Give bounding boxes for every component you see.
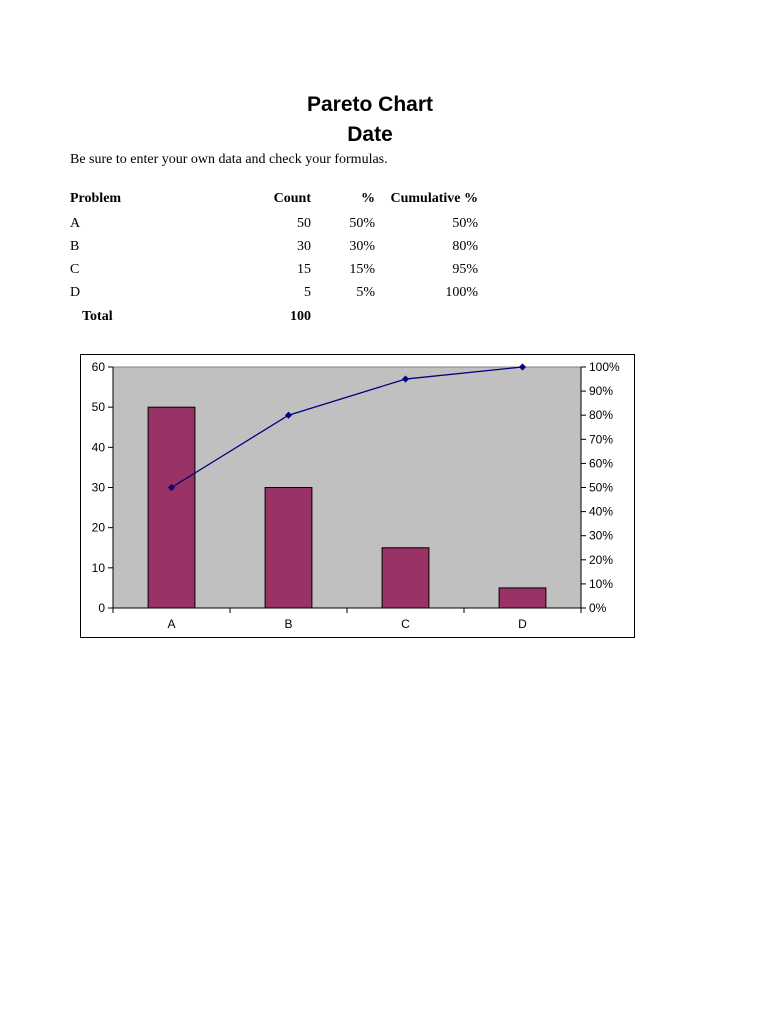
row-percent: 50% bbox=[349, 216, 375, 231]
cumulative-point-B bbox=[284, 411, 293, 419]
total-label: Total bbox=[82, 309, 113, 324]
page-subtitle: Date bbox=[347, 123, 393, 146]
header-problem: Problem bbox=[70, 191, 122, 206]
y2-tick-label: 60% bbox=[589, 456, 613, 470]
y2-tick-label: 20% bbox=[589, 553, 613, 567]
chart-svg: 0 10 20 30 40 50 60 0% 10% 20% 30% 40% 50% 60% 70% 80% 9… bbox=[80, 354, 635, 638]
y2-tick-label: 30% bbox=[589, 529, 613, 543]
instruction-note: Be sure to enter your own data and check… bbox=[70, 152, 388, 167]
row-count: 30 bbox=[297, 239, 311, 254]
x-tick-label: D bbox=[518, 617, 527, 631]
header-count: Count bbox=[273, 191, 311, 206]
header-cumulative: Cumulative % bbox=[390, 191, 479, 206]
row-cumulative: 80% bbox=[452, 239, 478, 254]
y-tick-label: 30 bbox=[92, 481, 106, 495]
y-tick-label: 50 bbox=[92, 400, 106, 414]
y2-tick-label: 80% bbox=[589, 408, 613, 422]
x-tick-label: B bbox=[284, 617, 292, 631]
total-value: 100 bbox=[290, 309, 311, 324]
cumulative-point-A bbox=[167, 483, 176, 492]
pareto-chart: 0 10 20 30 40 50 60 0% 10% 20% 30% 40% 50% 60% 70% 80% 9… bbox=[80, 354, 635, 638]
data-table: Problem Count % Cumulative % A 50 50% 50… bbox=[0, 0, 768, 330]
y2-tick-label: 10% bbox=[589, 577, 613, 591]
row-percent: 5% bbox=[356, 285, 375, 300]
row-problem: A bbox=[70, 216, 81, 231]
row-problem: C bbox=[70, 262, 80, 277]
row-problem: D bbox=[70, 285, 81, 300]
row-count: 50 bbox=[297, 216, 311, 231]
row-cumulative: 50% bbox=[452, 216, 478, 231]
bar-B bbox=[264, 487, 313, 609]
y-tick-label: 0 bbox=[98, 601, 105, 615]
bar-D bbox=[498, 587, 547, 609]
cumulative-point-D bbox=[518, 363, 527, 371]
row-count: 15 bbox=[297, 262, 311, 277]
row-count: 5 bbox=[304, 285, 311, 300]
y2-tick-label: 90% bbox=[589, 384, 613, 398]
y-tick-label: 20 bbox=[92, 521, 106, 535]
page-title: Pareto Chart bbox=[306, 93, 434, 116]
row-percent: 30% bbox=[349, 239, 375, 254]
y2-tick-label: 40% bbox=[589, 505, 613, 519]
row-problem: B bbox=[70, 239, 80, 254]
y2-tick-label: 100% bbox=[589, 360, 620, 374]
x-tick-label: C bbox=[401, 617, 410, 631]
y2-tick-label: 0% bbox=[589, 601, 607, 615]
cumulative-line bbox=[171, 366, 523, 489]
y-tick-label: 10 bbox=[92, 561, 106, 575]
y-tick-label: 40 bbox=[92, 440, 106, 454]
row-cumulative: 95% bbox=[452, 262, 478, 277]
y2-tick-label: 50% bbox=[589, 481, 613, 495]
bar-A bbox=[147, 406, 196, 609]
row-percent: 15% bbox=[349, 262, 375, 277]
cumulative-point-C bbox=[401, 375, 410, 383]
y-tick-label: 60 bbox=[92, 360, 106, 374]
header-percent: % bbox=[361, 191, 375, 206]
x-tick-label: A bbox=[167, 617, 175, 631]
bar-C bbox=[381, 547, 430, 609]
y2-tick-label: 70% bbox=[589, 432, 613, 446]
row-cumulative: 100% bbox=[445, 285, 478, 300]
